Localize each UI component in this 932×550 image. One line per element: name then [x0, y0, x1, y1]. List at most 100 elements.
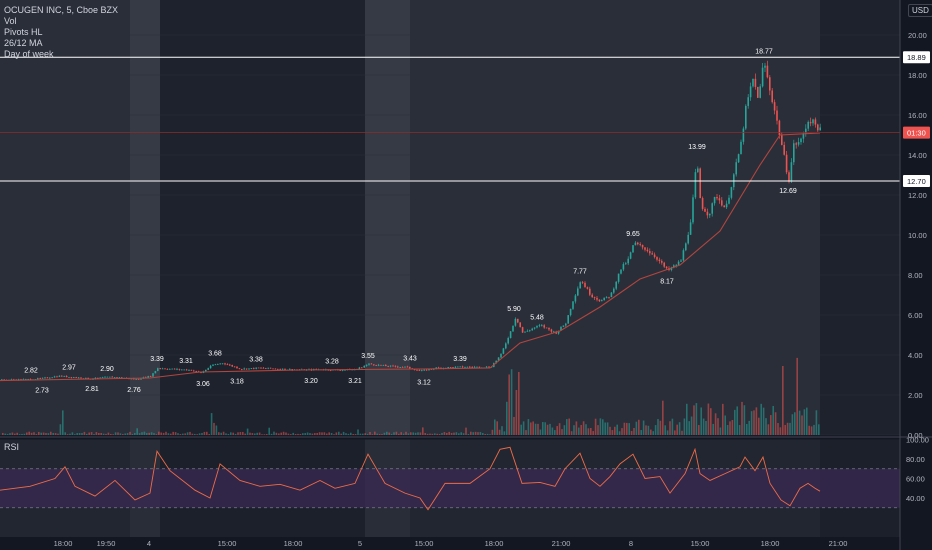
volume-bar	[652, 431, 654, 435]
symbol-title[interactable]: OCUGEN INC, 5, Cboe BZX	[4, 5, 119, 15]
candle-body	[613, 288, 615, 293]
volume-bar	[700, 407, 702, 435]
candle-body	[137, 379, 140, 380]
volume-bar	[143, 431, 146, 435]
volume-bar	[210, 413, 213, 435]
volume-bar	[501, 426, 503, 435]
volume-bar	[294, 434, 297, 435]
volume-bar	[810, 426, 813, 435]
candle-body	[207, 368, 209, 370]
volume-bar	[47, 433, 50, 435]
candle-body	[68, 376, 70, 378]
candle-body	[329, 370, 332, 371]
volume-bar	[611, 430, 614, 435]
rsi-pane-label[interactable]: RSI	[4, 442, 20, 452]
pivot-label: 3.39	[453, 356, 467, 363]
candle-body	[185, 369, 188, 371]
volume-bar	[134, 432, 136, 435]
candle-body	[689, 222, 692, 235]
volume-bar	[484, 434, 486, 435]
pivot-label: 2.73	[35, 387, 49, 394]
volume-bar	[321, 432, 323, 435]
candle-body	[718, 198, 721, 201]
volume-bar	[650, 429, 652, 435]
indicator-day-of-week[interactable]: Day of week	[4, 49, 54, 59]
volume-bar	[78, 433, 81, 435]
candle-body	[375, 365, 377, 366]
price-tick-label: 18.00	[908, 71, 927, 80]
chart-legend: OCUGEN INC, 5, Cboe BZX Vol Pivots HL 26…	[4, 5, 118, 60]
candle-body	[495, 360, 497, 364]
volume-bar	[722, 403, 724, 435]
volume-bar	[522, 421, 525, 435]
candle-body	[473, 366, 476, 368]
candle-body	[281, 368, 284, 370]
volume-bar	[357, 429, 359, 435]
candle-body	[591, 294, 593, 298]
volume-bar	[242, 431, 244, 435]
candle-body	[769, 77, 771, 91]
candle-body	[529, 330, 531, 332]
candle-body	[265, 368, 267, 370]
volume-bar	[280, 432, 282, 435]
candle-body	[221, 363, 224, 365]
pivot-label: 13.99	[688, 144, 706, 151]
volume-bar	[676, 424, 678, 435]
currency-button[interactable]: USD	[908, 4, 932, 17]
candle-body	[541, 325, 543, 327]
candle-body	[253, 367, 255, 369]
candle-body	[819, 127, 821, 131]
volume-bar	[422, 427, 424, 435]
candle-body	[709, 213, 711, 216]
volume-bar	[297, 433, 299, 435]
candle-body	[670, 267, 673, 271]
pivot-label: 3.28	[325, 358, 339, 365]
candle-body	[269, 367, 272, 369]
volume-bar	[249, 432, 251, 435]
candle-body	[653, 254, 656, 258]
volume-bar	[102, 433, 105, 435]
volume-bar	[455, 432, 458, 435]
volume-bar	[285, 432, 287, 435]
time-tick-label: 18:00	[485, 539, 504, 548]
candle-body	[752, 78, 754, 87]
candle-body	[274, 368, 277, 370]
rsi-tick-label: 60.00	[906, 475, 925, 484]
volume-bar	[717, 418, 719, 435]
candle-body	[449, 367, 452, 368]
volume-bar	[578, 427, 580, 435]
volume-bar	[446, 432, 448, 435]
indicator-pivots[interactable]: Pivots HL	[4, 27, 43, 37]
candle-body	[370, 363, 373, 365]
candle-body	[238, 368, 241, 370]
volume-bar	[657, 419, 659, 435]
indicator-ma[interactable]: 26/12 MA	[4, 38, 43, 48]
candle-body	[814, 119, 817, 125]
candle-body	[795, 143, 797, 145]
volume-bar	[599, 418, 602, 435]
candle-body	[569, 308, 572, 316]
volume-bar	[110, 433, 112, 435]
volume-bar	[515, 390, 518, 435]
candle-body	[802, 133, 805, 139]
candle-body	[85, 377, 87, 379]
volume-bar	[98, 432, 100, 435]
time-tick-label: 15:00	[218, 539, 237, 548]
volume-bar	[777, 423, 779, 435]
volume-bar	[359, 433, 362, 435]
volume-bar	[402, 433, 405, 435]
candle-body	[745, 105, 747, 129]
volume-bar	[318, 432, 321, 435]
candle-body	[22, 379, 25, 380]
volume-bar	[453, 432, 455, 435]
indicator-vol[interactable]: Vol	[4, 16, 17, 26]
candle-body	[209, 365, 212, 369]
candle-body	[577, 288, 579, 296]
time-tick-label: 21:00	[829, 539, 848, 548]
candle-body	[603, 297, 605, 301]
volume-bar	[203, 431, 206, 435]
volume-bar	[206, 431, 208, 435]
pivot-label: 3.18	[230, 378, 244, 385]
volume-bar	[393, 432, 395, 435]
